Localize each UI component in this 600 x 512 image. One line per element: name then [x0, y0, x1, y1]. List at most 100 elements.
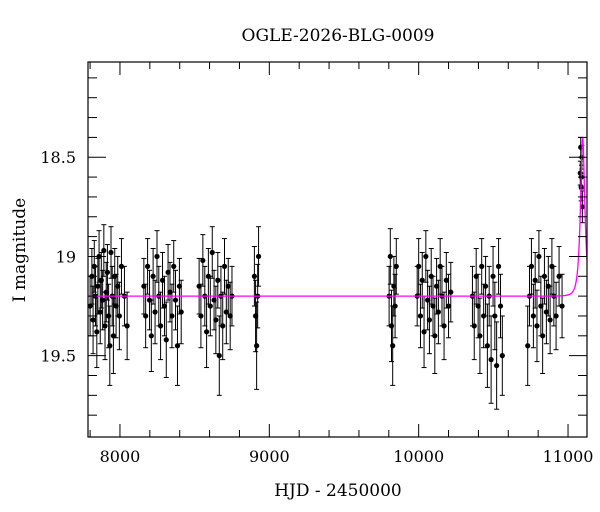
data-point — [95, 283, 101, 289]
data-point — [251, 273, 257, 279]
data-point — [220, 323, 226, 329]
data-point — [103, 289, 109, 295]
data-point — [495, 263, 502, 269]
x-tick-label: 9000 — [249, 447, 290, 466]
data-point — [390, 343, 396, 349]
data-point — [148, 333, 154, 339]
data-point — [477, 333, 483, 339]
data-point — [532, 277, 538, 283]
data-point — [445, 303, 452, 309]
data-point — [171, 263, 177, 269]
y-tick-label: 19 — [56, 247, 76, 266]
data-point — [213, 317, 219, 323]
data-point — [167, 289, 173, 295]
model-curve — [88, 136, 587, 297]
data-point — [108, 249, 114, 256]
y-tick-label: 19.5 — [40, 347, 76, 366]
data-point — [388, 323, 395, 329]
data-point — [102, 323, 108, 329]
data-point — [543, 309, 549, 315]
data-point — [393, 263, 399, 269]
data-point — [416, 263, 422, 269]
data-point — [106, 313, 112, 319]
data-point — [443, 277, 449, 283]
data-point — [150, 273, 156, 279]
data-point — [482, 283, 489, 289]
data-point — [448, 289, 454, 295]
data-point — [144, 263, 151, 269]
data-point — [90, 317, 96, 323]
data-point — [419, 277, 425, 283]
plot-frame — [87, 61, 588, 438]
data-point — [541, 273, 548, 279]
data-point — [417, 313, 424, 319]
data-point — [107, 343, 113, 349]
data-point — [421, 329, 427, 335]
data-layer — [88, 136, 587, 410]
data-point — [100, 297, 106, 303]
plot-area — [88, 136, 587, 410]
data-point — [536, 253, 542, 260]
data-point — [154, 253, 160, 260]
data-point — [94, 329, 100, 335]
data-point — [479, 263, 485, 269]
data-point — [426, 317, 433, 323]
data-point — [559, 303, 565, 309]
data-point — [225, 283, 231, 289]
data-point — [200, 257, 206, 264]
data-point — [198, 313, 204, 319]
data-point — [221, 263, 228, 269]
data-point — [110, 333, 116, 339]
data-point — [473, 273, 479, 279]
data-point — [254, 343, 260, 349]
data-point — [209, 249, 215, 256]
data-point — [435, 309, 441, 315]
data-point — [88, 303, 93, 309]
data-point — [499, 353, 505, 359]
data-point — [423, 253, 429, 260]
x-tick-label: 11000 — [543, 447, 594, 466]
data-point — [534, 323, 540, 329]
data-point — [387, 253, 393, 260]
x-tick-label: 8000 — [100, 447, 141, 466]
x-axis-label: HJD - 2450000 — [274, 481, 402, 501]
data-point — [172, 297, 179, 303]
data-point — [492, 313, 498, 319]
data-point — [530, 313, 536, 319]
y-axis-label: I magnitude — [10, 198, 30, 302]
data-point — [488, 357, 494, 363]
data-point — [124, 323, 130, 329]
data-point — [255, 253, 262, 260]
data-point — [484, 343, 490, 349]
data-point — [432, 333, 438, 339]
chart-title: OGLE-2026-BLG-0009 — [242, 26, 435, 46]
axis-ticks: 8000 9000 10000 11000 18.5 19 19.5 — [40, 62, 593, 466]
data-point — [547, 317, 553, 323]
data-point — [104, 269, 111, 275]
data-point — [540, 333, 546, 339]
data-point — [163, 337, 169, 343]
data-point — [528, 263, 535, 269]
data-point — [169, 313, 175, 319]
data-point — [97, 309, 103, 315]
data-point — [174, 343, 181, 349]
data-point — [178, 309, 184, 315]
data-point — [392, 303, 398, 309]
data-point — [471, 323, 477, 329]
data-point — [553, 313, 559, 319]
data-point — [556, 273, 562, 279]
data-point — [159, 277, 166, 283]
data-point — [497, 303, 504, 309]
data-point — [391, 283, 397, 289]
data-point — [101, 247, 107, 254]
data-point — [494, 362, 500, 369]
data-point — [118, 263, 125, 269]
data-point — [223, 309, 229, 315]
data-point — [216, 353, 222, 359]
data-point — [490, 273, 496, 279]
data-point — [203, 329, 210, 335]
data-point — [441, 323, 447, 329]
x-tick-label: 10000 — [393, 447, 444, 466]
data-point — [143, 313, 149, 319]
